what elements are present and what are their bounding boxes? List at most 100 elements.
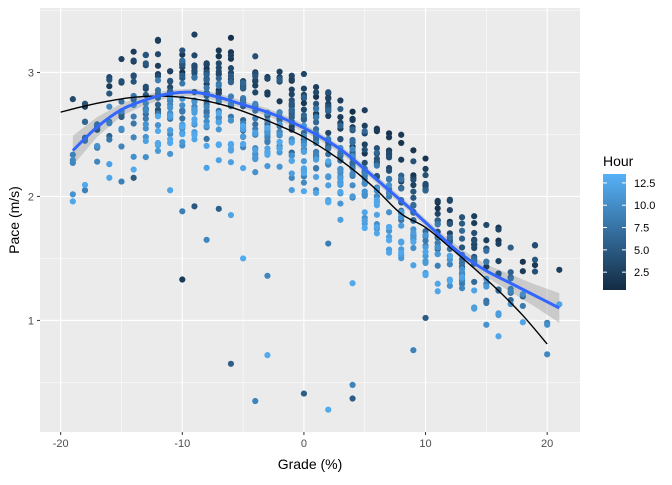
data-point bbox=[118, 113, 125, 121]
data-point bbox=[154, 87, 162, 94]
data-point bbox=[385, 249, 393, 256]
data-point bbox=[81, 181, 89, 189]
data-point bbox=[167, 187, 174, 194]
data-point bbox=[373, 230, 380, 237]
data-point bbox=[519, 302, 526, 310]
data-point bbox=[422, 237, 429, 244]
data-point bbox=[373, 145, 380, 152]
data-point bbox=[203, 103, 210, 110]
data-point bbox=[312, 173, 320, 181]
data-point bbox=[471, 220, 478, 227]
data-point bbox=[458, 259, 466, 266]
data-point bbox=[361, 209, 368, 216]
data-point bbox=[361, 188, 368, 195]
data-point bbox=[373, 211, 380, 218]
data-point bbox=[203, 84, 210, 91]
data-point bbox=[300, 179, 308, 186]
data-point bbox=[361, 128, 368, 135]
data-point bbox=[325, 406, 332, 413]
data-point bbox=[410, 181, 417, 189]
data-point bbox=[215, 89, 222, 96]
data-point bbox=[106, 83, 113, 90]
data-point bbox=[410, 347, 417, 354]
data-point bbox=[264, 150, 271, 157]
data-point bbox=[385, 154, 393, 161]
data-point bbox=[471, 237, 478, 244]
legend-colorbar bbox=[603, 174, 626, 290]
data-point bbox=[531, 262, 539, 269]
data-point bbox=[373, 224, 380, 231]
data-point bbox=[191, 116, 198, 123]
data-point bbox=[434, 210, 441, 217]
data-point bbox=[203, 71, 210, 79]
data-point bbox=[69, 151, 76, 158]
data-point bbox=[179, 139, 186, 146]
data-point bbox=[325, 240, 332, 247]
legend-ticks: 2.5 5.0 7.5 10.0 12.5 bbox=[603, 178, 655, 279]
data-point bbox=[385, 167, 393, 174]
data-point bbox=[544, 351, 551, 358]
data-point bbox=[130, 134, 137, 141]
data-point bbox=[337, 175, 344, 182]
data-point bbox=[179, 51, 186, 58]
data-point bbox=[373, 185, 380, 192]
data-point bbox=[215, 119, 222, 126]
data-point bbox=[264, 139, 271, 146]
data-point bbox=[154, 147, 162, 155]
data-point bbox=[227, 117, 235, 124]
data-point bbox=[227, 72, 235, 80]
data-point bbox=[167, 127, 174, 134]
data-point bbox=[142, 115, 149, 122]
data-point bbox=[373, 202, 380, 209]
data-point bbox=[227, 211, 235, 219]
data-point bbox=[227, 140, 235, 148]
data-point bbox=[434, 280, 441, 287]
data-point bbox=[191, 74, 198, 81]
data-point bbox=[446, 252, 453, 260]
data-point bbox=[398, 222, 405, 229]
data-point bbox=[300, 165, 308, 172]
data-point bbox=[495, 240, 502, 247]
data-point bbox=[361, 180, 368, 187]
data-point bbox=[458, 266, 466, 273]
data-point bbox=[276, 131, 283, 138]
data-point bbox=[118, 55, 125, 63]
data-point bbox=[410, 262, 417, 269]
data-point bbox=[130, 73, 137, 80]
data-point bbox=[471, 305, 478, 312]
data-point bbox=[385, 237, 393, 244]
data-point bbox=[106, 161, 113, 168]
data-point bbox=[519, 268, 526, 275]
data-point bbox=[227, 34, 235, 41]
data-point bbox=[227, 145, 235, 153]
data-point bbox=[252, 169, 259, 176]
data-point bbox=[312, 89, 320, 96]
data-point bbox=[130, 113, 137, 120]
data-point bbox=[240, 255, 247, 262]
data-point bbox=[179, 115, 186, 122]
data-point bbox=[410, 229, 417, 236]
data-point bbox=[337, 167, 344, 174]
data-point bbox=[252, 146, 259, 154]
data-point bbox=[276, 145, 283, 152]
data-point bbox=[349, 193, 356, 200]
data-point bbox=[288, 112, 295, 119]
data-point bbox=[422, 314, 429, 322]
data-point bbox=[288, 157, 295, 165]
data-point bbox=[325, 198, 332, 205]
data-point bbox=[556, 266, 563, 273]
data-point bbox=[458, 235, 466, 242]
data-point bbox=[288, 86, 295, 93]
data-point bbox=[410, 238, 417, 246]
data-point bbox=[361, 141, 368, 148]
data-point bbox=[227, 93, 235, 100]
data-point bbox=[300, 188, 308, 195]
data-point bbox=[118, 178, 125, 185]
data-point bbox=[191, 109, 198, 116]
data-point bbox=[325, 89, 332, 96]
data-point bbox=[446, 261, 453, 268]
data-point bbox=[434, 288, 441, 295]
data-point bbox=[495, 310, 502, 317]
data-point bbox=[325, 112, 332, 120]
data-point bbox=[349, 182, 356, 189]
